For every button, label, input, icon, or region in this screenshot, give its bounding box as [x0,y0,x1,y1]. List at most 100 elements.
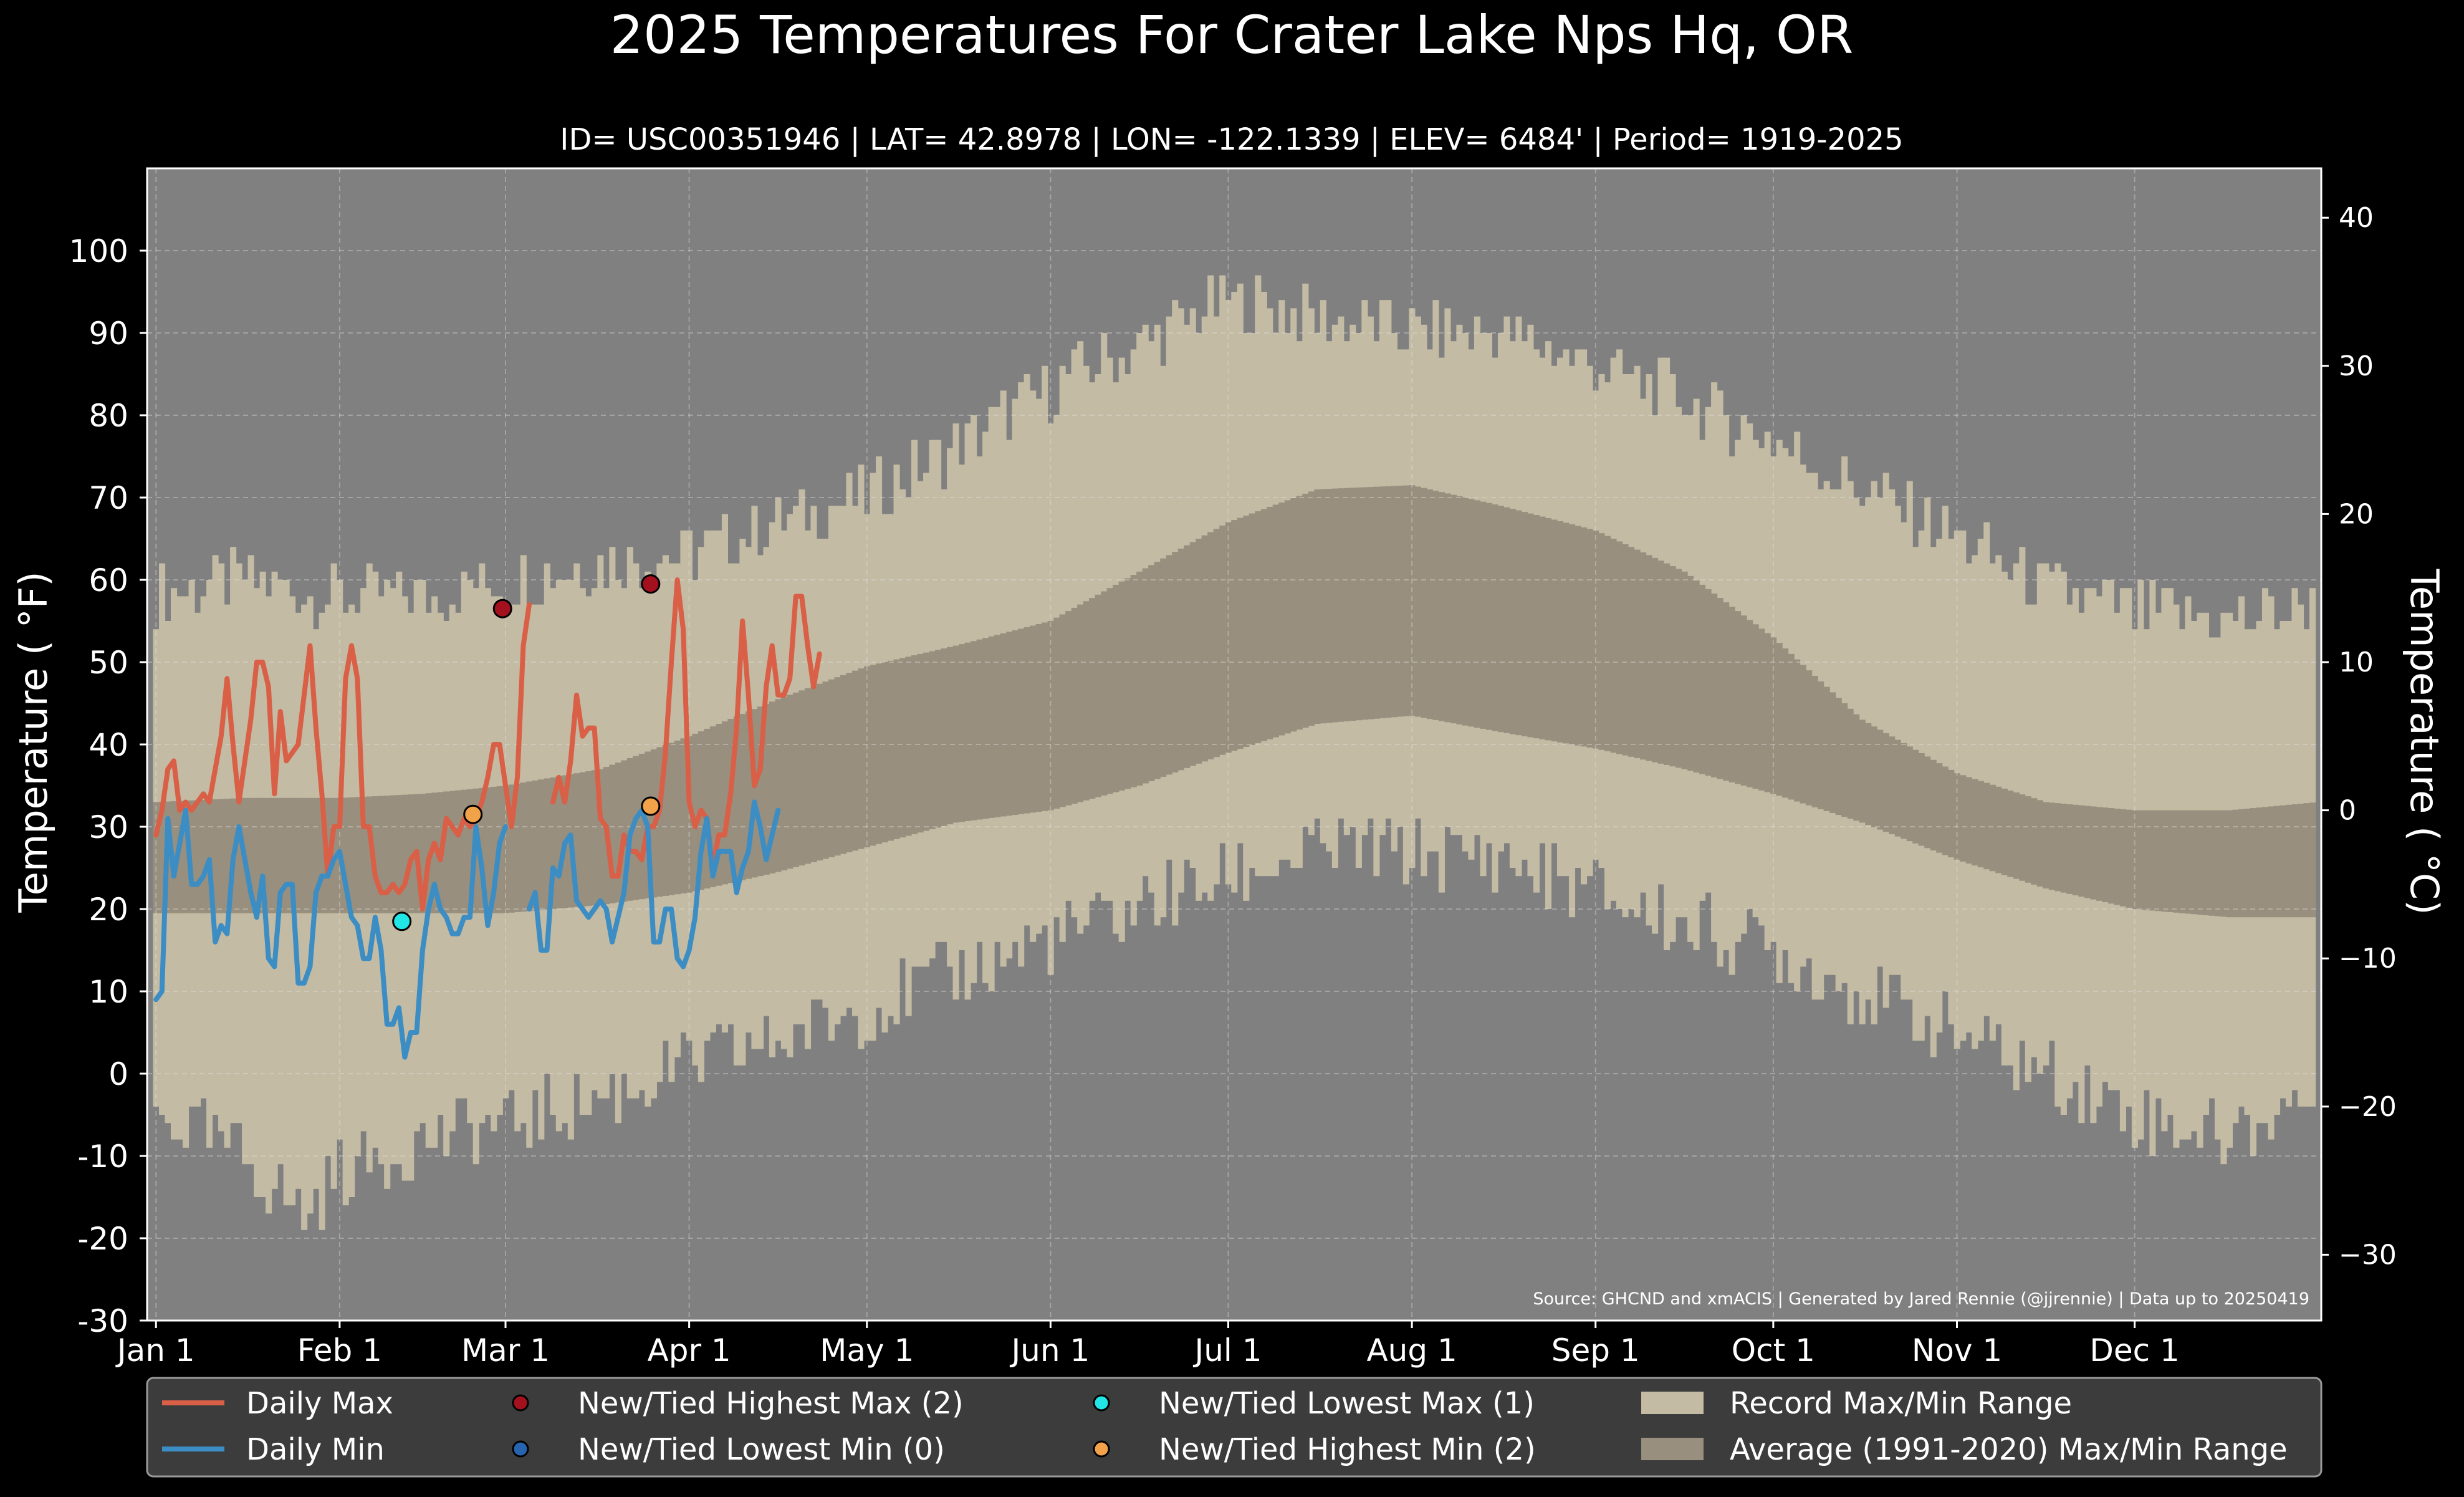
average-range-bar [2208,810,2215,916]
average-range-bar [550,777,557,909]
average-range-bar [1539,516,1546,739]
average-range-bar [1681,571,1688,769]
average-range-bar [846,673,853,852]
average-range-bar [502,786,509,913]
average-range-bar [876,663,883,844]
average-range-bar [1853,714,1860,821]
average-range-bar [1320,489,1326,724]
average-range-bar [1823,686,1830,811]
y-axis-label-left: Temperature ( °F) [11,571,56,913]
average-range-bar [2161,810,2168,912]
average-range-bar [526,781,533,912]
average-range-bar [153,802,160,913]
average-range-bar [1421,488,1427,718]
average-range-bar [1065,611,1072,806]
average-range-bar [1456,496,1463,724]
average-range-bar [2048,802,2055,890]
average-range-bar [2220,810,2227,917]
y-tick-label-right: −20 [2339,1091,2397,1123]
average-range-bar [656,747,663,897]
average-range-bar [1166,555,1172,775]
average-range-bar [633,756,640,900]
y-tick-label: -30 [77,1303,128,1339]
average-range-bar [247,797,254,913]
average-range-bar [1225,522,1232,753]
average-range-bar [1343,488,1350,721]
average-range-bar [1563,522,1570,744]
average-range-bar [1580,527,1588,747]
average-range-bar [1622,544,1629,756]
average-range-bar [1948,769,1955,858]
average-range-bar [1556,521,1564,743]
average-range-bar [1113,584,1119,792]
average-range-bar [1000,633,1007,817]
average-range-bar [1189,542,1196,766]
average-range-bar [1432,491,1439,720]
average-range-bar [1800,665,1806,804]
average-range-bar [1687,575,1694,771]
average-range-bar [431,792,438,913]
average-range-bar [1752,624,1759,789]
average-range-bar [2102,807,2109,902]
average-range-bar [2279,805,2286,918]
x-tick-label: Jul 1 [1192,1332,1262,1369]
average-range-bar [1568,524,1576,744]
average-range-bar [194,800,201,913]
average-range-bar [2090,806,2097,900]
y-tick-label: -10 [77,1138,128,1175]
average-range-bar [1196,539,1202,764]
average-range-bar [2025,796,2031,883]
average-range-bar [680,738,687,893]
average-range-bar [1101,591,1108,796]
average-range-bar [366,796,373,913]
legend-label-new-tied-lowest-min-0: New/Tied Lowest Min (0) [578,1432,945,1467]
average-range-bar [2291,804,2298,918]
average-range-bar [994,635,1001,817]
average-range-bar [1267,506,1273,739]
average-range-bar [1604,536,1611,751]
average-range-bar [709,726,716,887]
average-range-bar [1118,581,1125,791]
y-tick-label: 10 [89,974,128,1010]
average-range-bar [1148,565,1155,781]
y-tick-label: 100 [69,233,128,269]
average-range-bar [745,711,752,879]
average-range-bar [491,786,497,913]
average-range-bar [1302,493,1309,728]
average-range-bar [1509,509,1517,734]
average-range-bar [2137,810,2144,910]
average-range-bar [1764,633,1771,792]
average-range-bar [1379,486,1386,718]
average-range-bar [1901,743,1907,839]
chart-title: 2025 Temperatures For Crater Lake Nps Hq… [610,4,1854,65]
y-tick-label: -20 [77,1221,128,1257]
average-range-bar [1006,632,1013,816]
x-tick-label: Sep 1 [1551,1332,1640,1369]
y-tick-label-right: 0 [2339,795,2356,827]
average-range-bar [159,801,166,913]
average-range-bar [1474,500,1481,728]
legend-label-daily-min: Daily Min [246,1432,385,1467]
average-range-bar [888,660,894,841]
average-range-bar [2155,810,2162,912]
average-range-bar [2167,810,2174,912]
average-range-bar [1385,486,1392,718]
average-range-bar [206,799,213,913]
average-range-bar [1811,676,1818,807]
average-range-bar [301,797,308,913]
average-range-bar [2190,810,2198,915]
average-range-bar [609,764,616,903]
average-range-bar [2072,804,2079,895]
average-range-bar [911,655,918,834]
record-marker [392,912,412,931]
average-range-bar [1675,569,1682,768]
average-range-bar [959,644,966,822]
average-range-bar [804,688,812,864]
average-range-bar [1260,509,1267,741]
chart-subtitle: ID= USC00351946 | LAT= 42.8978 | LON= -1… [560,122,1903,157]
average-range-bar [1705,589,1712,776]
average-range-bar [674,740,681,895]
x-tick-label: May 1 [820,1332,914,1369]
average-range-bar [976,639,983,820]
